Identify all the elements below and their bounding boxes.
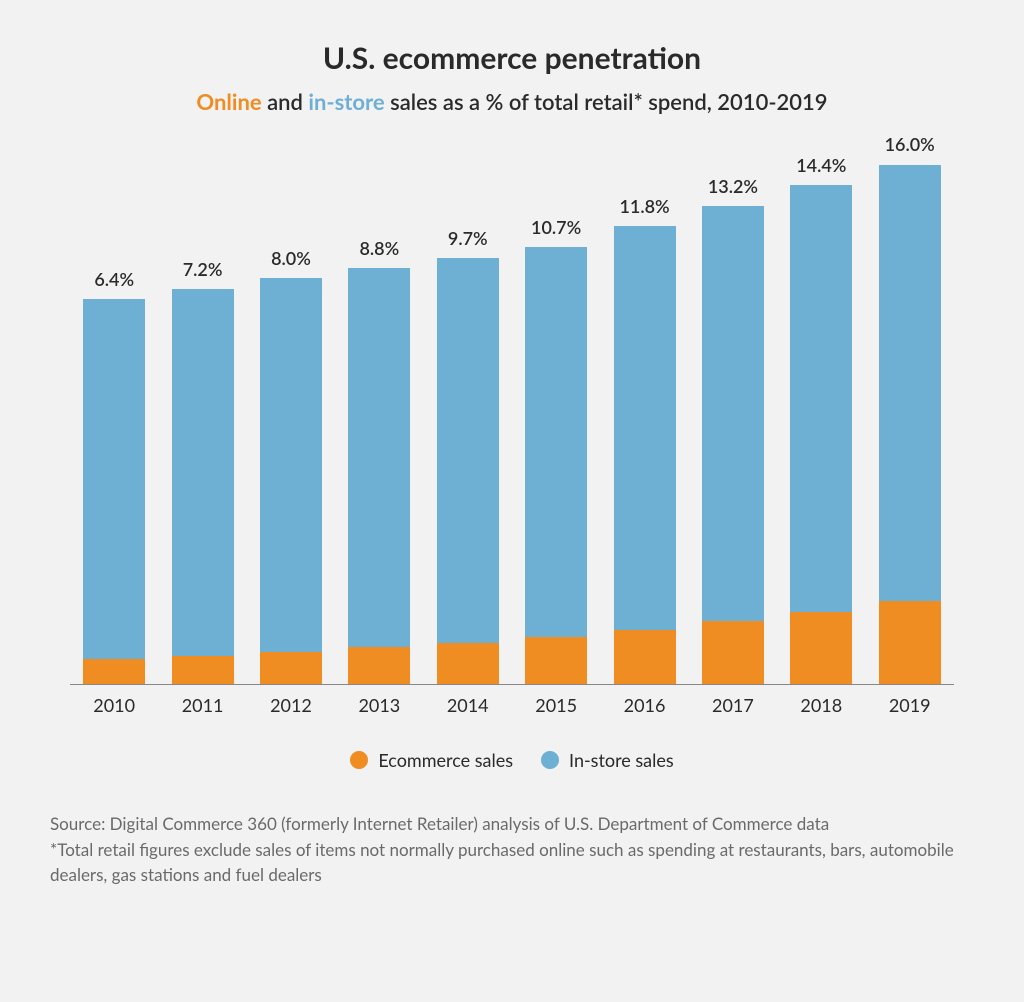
bar-segment-instore [790, 185, 852, 612]
bar-group: 14.4% [790, 165, 852, 684]
chart-subtitle: Online and in-store sales as a % of tota… [50, 88, 974, 115]
x-axis-labels: 2010 2011 2012 2013 2014 2015 2016 2017 2018 2019 [70, 685, 954, 725]
bar-segment-instore [172, 289, 234, 656]
x-axis-label: 2018 [790, 694, 852, 716]
footnote-line-1: Source: Digital Commerce 360 (formerly I… [50, 811, 974, 837]
legend-swatch-instore [541, 751, 559, 769]
x-axis-label: 2015 [525, 694, 587, 716]
x-axis-label: 2013 [348, 694, 410, 716]
bar-segment-instore [348, 268, 410, 647]
bars-container: 6.4%7.2%8.0%8.8%9.7%10.7%11.8%13.2%14.4%… [70, 165, 954, 684]
bar-group: 9.7% [437, 165, 499, 684]
x-axis-label: 2019 [879, 694, 941, 716]
bar-segment-ecommerce [879, 601, 941, 684]
bar-segment-ecommerce [83, 659, 145, 684]
x-axis-label: 2017 [702, 694, 764, 716]
bar-segment-instore [437, 258, 499, 643]
bar-segment-instore [879, 165, 941, 601]
subtitle-rest: sales as a % of total retail* spend, 201… [385, 88, 828, 115]
bar-value-label: 13.2% [673, 175, 793, 197]
bar-value-label: 11.8% [585, 195, 705, 217]
legend-label-instore: In-store sales [569, 749, 674, 771]
legend-item-instore: In-store sales [541, 749, 674, 771]
subtitle-instore: in-store [308, 88, 384, 115]
legend-swatch-ecommerce [350, 751, 368, 769]
bar-segment-ecommerce [348, 647, 410, 684]
x-axis-label: 2016 [614, 694, 676, 716]
bar-group: 11.8% [614, 165, 676, 684]
bar-value-label: 14.4% [761, 154, 881, 176]
bar-segment-instore [260, 278, 322, 651]
chart-title: U.S. ecommerce penetration [50, 40, 974, 76]
bar-group: 6.4% [83, 165, 145, 684]
bar-group: 8.0% [260, 165, 322, 684]
bar-segment-instore [525, 247, 587, 637]
x-axis-label: 2012 [260, 694, 322, 716]
bar-value-label: 16.0% [850, 133, 970, 155]
bar-segment-ecommerce [260, 652, 322, 684]
bar-group: 8.8% [348, 165, 410, 684]
bar-group: 16.0% [879, 165, 941, 684]
bar-segment-instore [83, 299, 145, 659]
bar-segment-instore [614, 226, 676, 630]
bar-group: 7.2% [172, 165, 234, 684]
bar-segment-ecommerce [614, 630, 676, 684]
chart-plot: 6.4%7.2%8.0%8.8%9.7%10.7%11.8%13.2%14.4%… [70, 165, 954, 685]
bar-segment-ecommerce [172, 656, 234, 684]
bar-segment-ecommerce [437, 643, 499, 684]
subtitle-mid1: and [262, 88, 309, 115]
x-axis-label: 2010 [83, 694, 145, 716]
bar-segment-ecommerce [525, 637, 587, 684]
chart-footnote: Source: Digital Commerce 360 (formerly I… [50, 811, 974, 888]
bar-segment-ecommerce [790, 612, 852, 684]
x-axis-label: 2014 [437, 694, 499, 716]
footnote-line-2: *Total retail figures exclude sales of i… [50, 837, 974, 888]
bar-value-label: 10.7% [496, 216, 616, 238]
legend-label-ecommerce: Ecommerce sales [378, 749, 513, 771]
bar-segment-ecommerce [702, 621, 764, 684]
legend-item-ecommerce: Ecommerce sales [350, 749, 513, 771]
subtitle-online: Online [196, 88, 261, 115]
bar-group: 13.2% [702, 165, 764, 684]
bar-segment-instore [702, 206, 764, 621]
bar-group: 10.7% [525, 165, 587, 684]
chart-area: 6.4%7.2%8.0%8.8%9.7%10.7%11.8%13.2%14.4%… [70, 165, 954, 725]
x-axis-label: 2011 [172, 694, 234, 716]
chart-legend: Ecommerce sales In-store sales [50, 749, 974, 771]
